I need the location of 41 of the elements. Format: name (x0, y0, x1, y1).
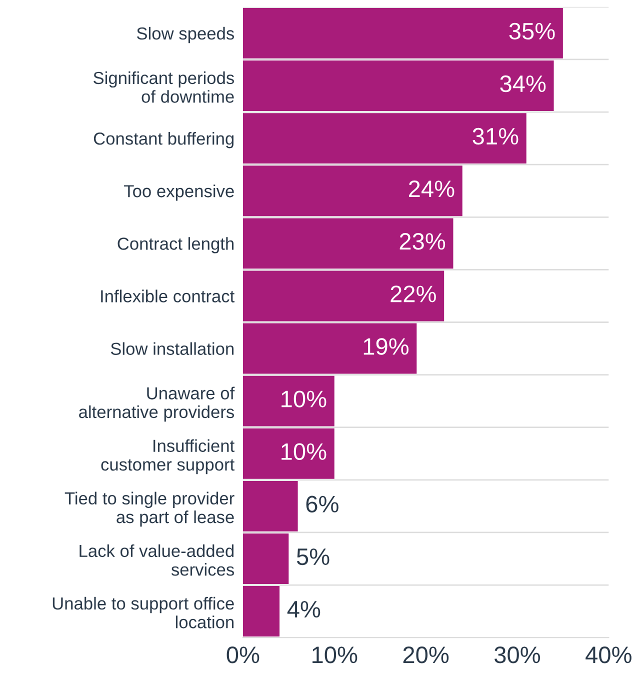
data-label: 24% (408, 180, 454, 198)
bar (242, 323, 417, 374)
y-tick-label: Slow installation (110, 342, 234, 355)
x-tick-label: 20% (403, 646, 449, 664)
y-tick-label: Contract length (118, 237, 234, 254)
bar (242, 8, 563, 58)
y-tick-label: Insufficient customer support (101, 439, 234, 474)
y-tick-label: Too expensive (124, 184, 234, 201)
y-tick-label: Unaware of alternative providers (79, 386, 235, 422)
data-label: 23% (400, 233, 446, 250)
bar (242, 376, 334, 426)
bar (242, 218, 454, 269)
bar (242, 586, 280, 637)
data-label: 19% (364, 338, 409, 355)
data-label: 22% (390, 286, 436, 302)
bar (242, 480, 298, 532)
data-label: 35% (509, 22, 555, 40)
bar (242, 60, 554, 111)
bar (242, 428, 334, 479)
y-tick-label: Constant buffering (94, 132, 234, 148)
x-tick-label: 40% (586, 646, 632, 664)
y-tick-label: Significant periods of downtime (94, 71, 234, 103)
data-label: 34% (500, 75, 546, 92)
bar (242, 166, 462, 216)
x-tick-label: 30% (494, 646, 540, 664)
data-label: 31% (472, 128, 518, 145)
data-label: 4% (287, 601, 320, 618)
x-tick-label: 10% (312, 646, 358, 664)
bar (242, 534, 289, 584)
bar (242, 113, 526, 164)
y-tick-label: Unable to support office location (52, 596, 234, 628)
y-tick-label: Slow speeds (136, 26, 234, 44)
data-label: 5% (296, 548, 330, 566)
data-label: 10% (282, 443, 326, 460)
data-label: 10% (282, 390, 326, 408)
data-label: 6% (306, 496, 338, 513)
y-tick-label: Inflexible contract (101, 290, 234, 302)
x-tick-label: 0% (226, 646, 260, 664)
y-tick-label: Lack of value-added services (80, 544, 234, 576)
y-tick-label: Tied to single provider as part of lease (64, 492, 234, 527)
bar (242, 270, 444, 322)
